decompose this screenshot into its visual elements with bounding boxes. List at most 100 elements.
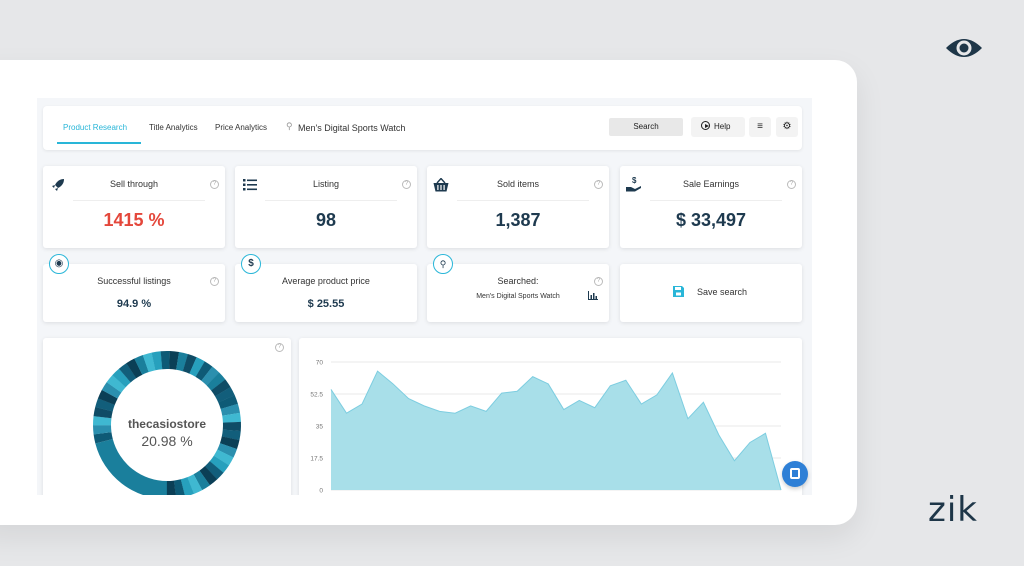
donut-slice[interactable] (211, 379, 231, 397)
search-input[interactable] (298, 120, 598, 136)
donut-slice[interactable] (176, 351, 189, 372)
donut-slice[interactable] (213, 449, 234, 466)
tab-product-research[interactable]: Product Research (63, 123, 128, 132)
svg-text:$: $ (632, 176, 637, 185)
donut-slice[interactable] (219, 436, 240, 450)
filter-button[interactable]: ≡ (749, 117, 771, 137)
donut-slice[interactable] (204, 461, 224, 480)
stat-title: Sale Earnings (682, 179, 740, 189)
help-icon[interactable]: ? (210, 277, 219, 286)
save-search-button[interactable]: Save search (620, 264, 802, 322)
donut-slice[interactable] (151, 351, 163, 371)
donut-slice[interactable] (166, 480, 176, 495)
stat-value: 1,387 (495, 210, 541, 230)
help-icon[interactable]: ? (594, 277, 603, 286)
donut-slice[interactable] (180, 477, 194, 495)
sales-chart-card: 0 17.5 35 52.5 70 (299, 338, 802, 495)
donut-slice[interactable] (97, 389, 118, 405)
donut-slice[interactable] (142, 352, 156, 373)
play-icon (701, 121, 710, 130)
divider (457, 200, 589, 201)
searched-term: Men's Digital Sports Watch (476, 293, 560, 300)
donut-slice[interactable] (160, 351, 170, 370)
eye-icon (946, 39, 982, 57)
donut-slice-highlight[interactable] (95, 438, 167, 495)
stat-value: 98 (315, 210, 337, 230)
donut-slice[interactable] (95, 398, 115, 412)
gear-icon: ⚙ (782, 121, 792, 132)
donut-slice[interactable] (209, 455, 229, 473)
area-series[interactable] (331, 371, 781, 490)
donut-slice[interactable] (217, 443, 238, 458)
money-hand-icon: $ (626, 176, 641, 192)
donut-slice[interactable] (134, 355, 149, 375)
donut-slice[interactable] (218, 395, 238, 410)
donut-slice[interactable] (201, 366, 220, 386)
donut-slice[interactable] (93, 416, 112, 426)
y-tick-label: 0 (319, 488, 323, 495)
donut-slice[interactable] (126, 358, 143, 379)
donut-slice[interactable] (118, 363, 137, 383)
donut-slice[interactable] (189, 357, 205, 377)
brand-wordmark: zik (928, 490, 978, 530)
card-value: 94.9 % (116, 298, 152, 310)
donut-slice[interactable] (93, 432, 113, 444)
donut-slice[interactable] (93, 425, 112, 435)
help-icon[interactable]: ? (594, 180, 603, 189)
search-button[interactable]: Search (609, 118, 683, 136)
donut-slice[interactable] (169, 351, 180, 370)
card-title: Successful listings (97, 276, 171, 286)
stat-title: Listing (312, 179, 339, 189)
stat-value: $ 33,497 (675, 210, 747, 230)
y-tick-label: 35 (316, 424, 324, 431)
donut-slice[interactable] (173, 479, 185, 495)
stat-card-listing: Listing ? 98 (235, 166, 417, 248)
card-value: $ 25.55 (307, 298, 345, 310)
stat-value: 1415 % (103, 210, 165, 230)
donut-slice[interactable] (221, 429, 241, 441)
donut-slice[interactable] (193, 470, 211, 491)
save-icon (673, 286, 684, 297)
sliders-icon: ≡ (757, 121, 763, 132)
donut-slice[interactable] (215, 386, 235, 403)
donut-slice[interactable] (182, 354, 197, 374)
donut-slice[interactable] (112, 368, 131, 388)
area-series-line (330, 370, 782, 491)
settings-button[interactable]: ⚙ (776, 117, 798, 137)
stat-card-sold-items: Sold items ? 1,387 (427, 166, 609, 248)
card-title: Searched: (497, 276, 539, 286)
donut-center-label: thecasiostore (127, 417, 207, 431)
donut-slice[interactable] (222, 412, 241, 423)
app-content: Product Research Title Analytics Price A… (37, 98, 812, 495)
help-button[interactable]: Help (691, 117, 745, 137)
help-icon[interactable]: ? (787, 180, 796, 189)
donut-slice[interactable] (199, 466, 218, 486)
donut-slice[interactable] (106, 374, 126, 393)
donut-slice[interactable] (206, 372, 226, 391)
tab-title-analytics[interactable]: Title Analytics (149, 123, 198, 132)
seller-donut-chart (93, 351, 241, 495)
stat-card-sell-through: Sell through ? 1415 % (43, 166, 225, 248)
rocket-icon (52, 179, 64, 191)
y-tick-label: 52.5 (310, 392, 323, 399)
donut-slice[interactable] (195, 361, 213, 381)
donut-slice[interactable] (93, 406, 113, 419)
donut-slice[interactable] (101, 382, 122, 399)
basket-icon (433, 178, 449, 192)
donut-slice[interactable] (222, 421, 241, 432)
help-icon[interactable]: ? (275, 343, 284, 352)
y-tick-label: 70 (316, 360, 324, 367)
medal-icon: ◉ (49, 254, 69, 274)
card-average-price: Average product price $ 25.55 (235, 264, 417, 322)
help-icon[interactable]: ? (210, 180, 219, 189)
donut-slice[interactable] (220, 403, 240, 416)
sales-area-chart: 0 17.5 35 52.5 70 (310, 360, 782, 495)
toolbar: Product Research Title Analytics Price A… (43, 106, 802, 150)
bar-chart-icon[interactable] (588, 291, 598, 300)
donut-slice[interactable] (187, 474, 203, 494)
chat-button[interactable] (782, 461, 808, 487)
help-icon[interactable]: ? (402, 180, 411, 189)
active-tab-indicator (57, 142, 141, 144)
tab-price-analytics[interactable]: Price Analytics (215, 123, 268, 132)
search-icon: ⚲ (286, 121, 293, 131)
